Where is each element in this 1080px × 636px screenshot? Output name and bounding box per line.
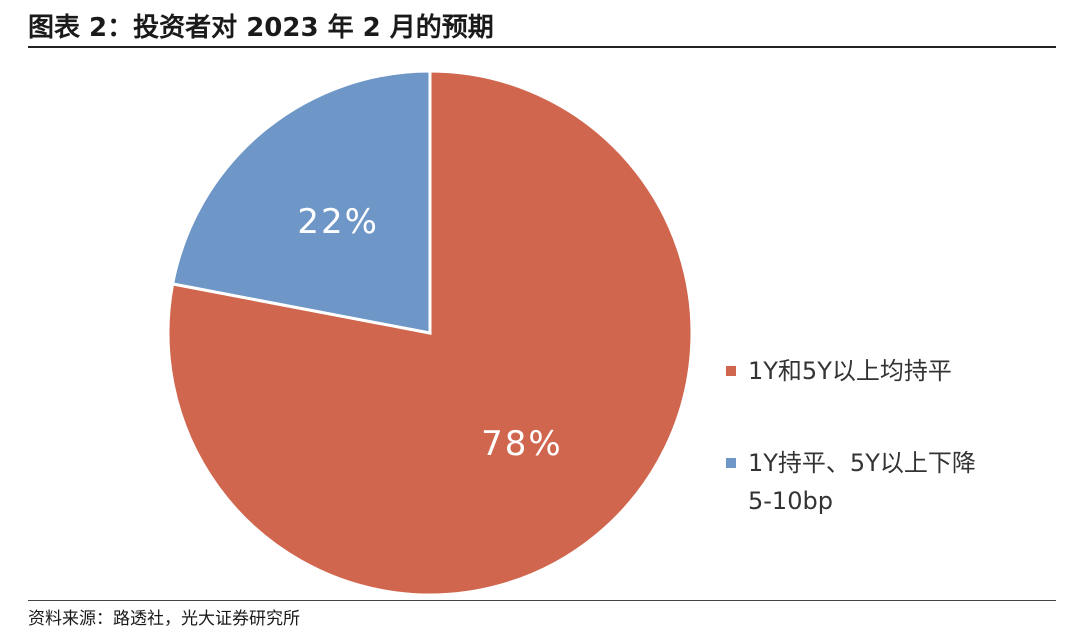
source-note: 资料来源：路透社，光大证券研究所 (28, 609, 300, 629)
chart-title: 图表 2：投资者对 2023 年 2 月的预期 (28, 13, 494, 43)
legend-swatch-flat (726, 366, 736, 376)
pie-label-cut: 22% (297, 202, 379, 242)
legend-label-flat: 1Y和5Y以上均持平 (748, 357, 952, 385)
legend-item-cut: 1Y持平、5Y以上下降 5-10bp (726, 444, 1046, 520)
legend: 1Y和5Y以上均持平 1Y持平、5Y以上下降 5-10bp (726, 352, 1046, 520)
title-underline (28, 46, 1056, 48)
legend-label-cut-line1: 1Y持平、5Y以上下降 (748, 449, 976, 477)
legend-label-cut-line2: 5-10bp (748, 487, 833, 515)
legend-swatch-cut (726, 458, 736, 468)
footer-rule (28, 600, 1056, 601)
pie-slice-cut (170, 69, 432, 335)
legend-item-flat: 1Y和5Y以上均持平 (726, 352, 1046, 390)
pie-label-flat: 78% (481, 424, 563, 464)
